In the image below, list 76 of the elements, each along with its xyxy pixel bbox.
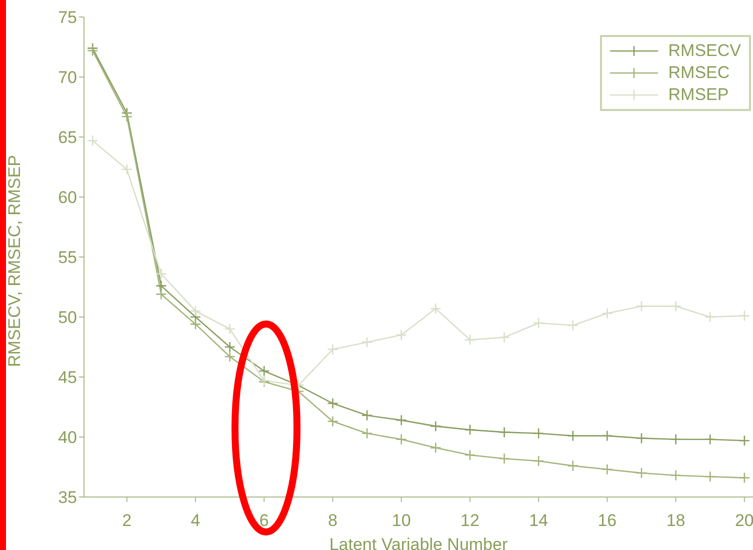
y-tick-label: 45 (58, 368, 77, 388)
point (121, 164, 133, 176)
point (327, 344, 338, 356)
y-tick-label: 50 (58, 308, 77, 328)
point (567, 460, 579, 472)
point (498, 426, 510, 438)
point (361, 336, 373, 348)
point (156, 268, 167, 280)
y-tick-label: 70 (58, 68, 77, 88)
legend-label: RMSECV (668, 41, 741, 61)
y-tick-label: 60 (58, 188, 77, 208)
point (498, 452, 510, 464)
point (156, 288, 167, 300)
point (532, 455, 544, 467)
x-tick-label: 8 (328, 511, 338, 530)
point (738, 472, 750, 484)
x-tick-label: 18 (666, 511, 686, 530)
point (396, 414, 407, 426)
point (430, 302, 442, 314)
point (464, 424, 476, 436)
point (602, 430, 613, 442)
point (704, 434, 716, 446)
point (704, 311, 716, 323)
y-axis-title: RMSECV, RMSEC, RMSEP (5, 155, 24, 367)
point (464, 334, 476, 346)
point (738, 434, 750, 446)
legend-label: RMSEC (668, 63, 730, 83)
point (498, 332, 510, 344)
x-tick-label: 20 (734, 511, 753, 530)
point (361, 428, 373, 440)
y-tick-label: 65 (58, 128, 77, 148)
point (704, 470, 716, 482)
point (464, 449, 476, 461)
point (738, 310, 750, 322)
x-tick-label: 10 (392, 511, 411, 530)
point (361, 410, 373, 422)
y-tick-label: 35 (58, 488, 77, 508)
point (670, 434, 682, 446)
point (567, 320, 579, 332)
point (532, 428, 544, 440)
point (224, 341, 236, 353)
point (670, 470, 682, 482)
point (190, 305, 202, 317)
x-tick-label: 6 (259, 511, 269, 530)
legend-label: RMSEP (668, 85, 729, 105)
point (602, 308, 613, 320)
point (396, 329, 407, 341)
x-tick-label: 4 (190, 511, 200, 530)
point (670, 300, 682, 312)
y-tick-label: 75 (58, 8, 77, 28)
x-tick-label: 12 (460, 511, 480, 530)
point (258, 365, 270, 377)
point (396, 434, 407, 446)
point (224, 323, 236, 335)
point (327, 416, 338, 428)
point (532, 317, 544, 329)
y-tick-label: 55 (58, 248, 77, 268)
point (156, 280, 167, 292)
point (636, 300, 648, 312)
point (567, 430, 579, 442)
point (86, 44, 98, 56)
point (327, 398, 338, 410)
point (636, 432, 648, 444)
x-tick-label: 2 (122, 511, 132, 530)
point (121, 110, 133, 122)
point (602, 464, 613, 476)
point (86, 134, 98, 146)
y-tick-label: 40 (58, 428, 77, 448)
point (430, 420, 442, 432)
point (636, 467, 648, 479)
point (430, 442, 442, 454)
point (224, 350, 236, 362)
x-axis-title: Latent Variable Number (329, 535, 508, 550)
x-tick-label: 14 (529, 511, 548, 530)
x-tick-label: 16 (598, 511, 617, 530)
point (190, 318, 202, 330)
